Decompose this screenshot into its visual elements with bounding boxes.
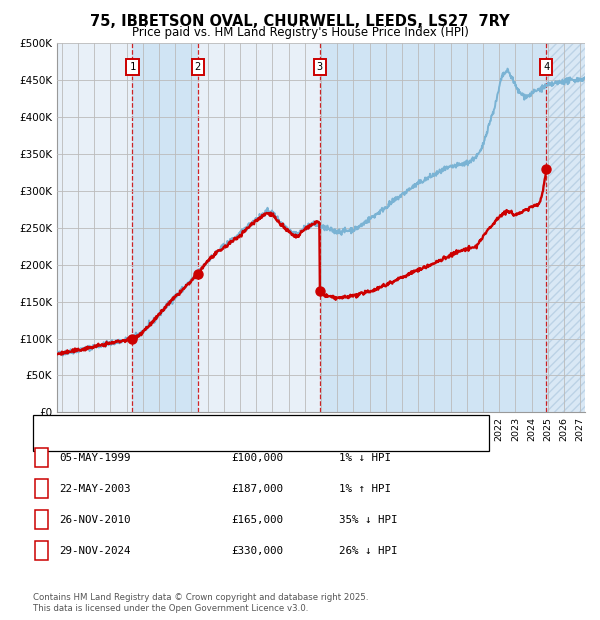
- Text: 1% ↑ HPI: 1% ↑ HPI: [339, 484, 391, 494]
- Text: 4: 4: [38, 546, 44, 556]
- Text: 26-NOV-2010: 26-NOV-2010: [59, 515, 130, 525]
- Text: 75, IBBETSON OVAL, CHURWELL, LEEDS, LS27  7RY: 75, IBBETSON OVAL, CHURWELL, LEEDS, LS27…: [90, 14, 510, 29]
- Text: HPI: Average price, detached house, Leeds: HPI: Average price, detached house, Leed…: [83, 436, 296, 446]
- Text: 4: 4: [543, 63, 550, 73]
- Text: 05-MAY-1999: 05-MAY-1999: [59, 453, 130, 463]
- Bar: [546, 43, 585, 412]
- Text: Contains HM Land Registry data © Crown copyright and database right 2025.
This d: Contains HM Land Registry data © Crown c…: [33, 593, 368, 613]
- Text: 3: 3: [38, 515, 44, 525]
- Text: £100,000: £100,000: [231, 453, 283, 463]
- Text: £330,000: £330,000: [231, 546, 283, 556]
- Bar: [133, 43, 198, 412]
- Text: 1% ↓ HPI: 1% ↓ HPI: [339, 453, 391, 463]
- Text: 26% ↓ HPI: 26% ↓ HPI: [339, 546, 397, 556]
- Text: Price paid vs. HM Land Registry's House Price Index (HPI): Price paid vs. HM Land Registry's House …: [131, 26, 469, 39]
- Text: 2: 2: [194, 63, 201, 73]
- Text: 1: 1: [38, 453, 44, 463]
- Text: £187,000: £187,000: [231, 484, 283, 494]
- Text: 35% ↓ HPI: 35% ↓ HPI: [339, 515, 397, 525]
- Bar: [320, 43, 546, 412]
- Text: 22-MAY-2003: 22-MAY-2003: [59, 484, 130, 494]
- Text: 3: 3: [316, 63, 323, 73]
- Text: 1: 1: [130, 63, 136, 73]
- Text: 75, IBBETSON OVAL, CHURWELL, LEEDS, LS27 7RY (detached house): 75, IBBETSON OVAL, CHURWELL, LEEDS, LS27…: [83, 420, 425, 430]
- Text: 29-NOV-2024: 29-NOV-2024: [59, 546, 130, 556]
- Text: £165,000: £165,000: [231, 515, 283, 525]
- Text: 2: 2: [38, 484, 44, 494]
